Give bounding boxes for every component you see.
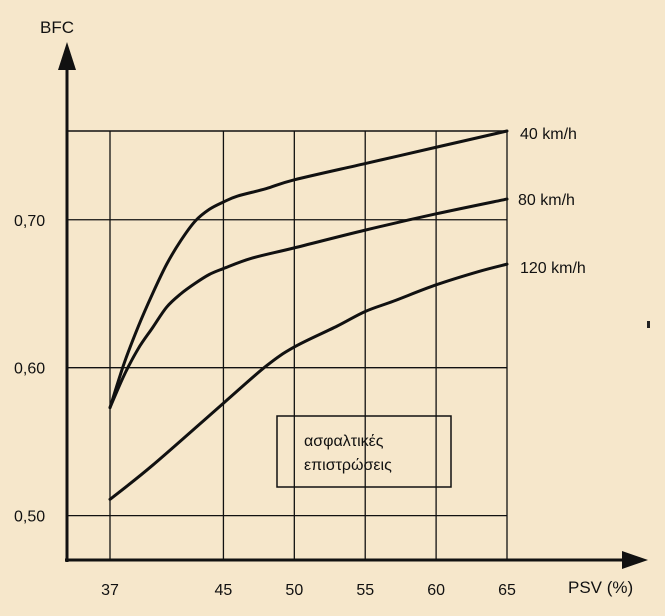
x-tick-label: 60 — [427, 582, 445, 599]
y-tick-label: 0,60 — [14, 361, 45, 378]
series-label-40: 40 km/h — [520, 126, 577, 143]
annotation-line-2: επιστρώσεις — [304, 457, 392, 474]
x-axis-arrow — [622, 551, 648, 569]
x-axis-title: PSV (%) — [568, 578, 633, 597]
annotation-line-1: ασφαλτικές — [304, 433, 384, 450]
x-tick-label: 50 — [285, 582, 303, 599]
y-tick-label: 0,50 — [14, 509, 45, 526]
x-tick-label: 65 — [498, 582, 516, 599]
x-tick-label: 55 — [356, 582, 374, 599]
y-axis-arrow — [58, 42, 76, 70]
annotation-box — [276, 415, 452, 488]
x-tick-label: 37 — [101, 582, 119, 599]
y-tick-label: 0,70 — [14, 213, 45, 230]
y-axis-title: BFC — [40, 18, 74, 37]
tick-labels: 37 45 50 55 60 65 0,50 0,60 0,70 — [14, 213, 516, 599]
marker-dot — [647, 321, 650, 328]
series-line-1 — [108, 129, 509, 410]
grid — [67, 130, 508, 560]
series-line-3 — [108, 262, 509, 501]
x-tick-label: 45 — [215, 582, 233, 599]
series-line-2 — [108, 197, 509, 410]
series-label-120: 120 km/h — [520, 260, 586, 277]
series-label-80: 80 km/h — [518, 192, 575, 209]
series-group — [108, 129, 509, 501]
